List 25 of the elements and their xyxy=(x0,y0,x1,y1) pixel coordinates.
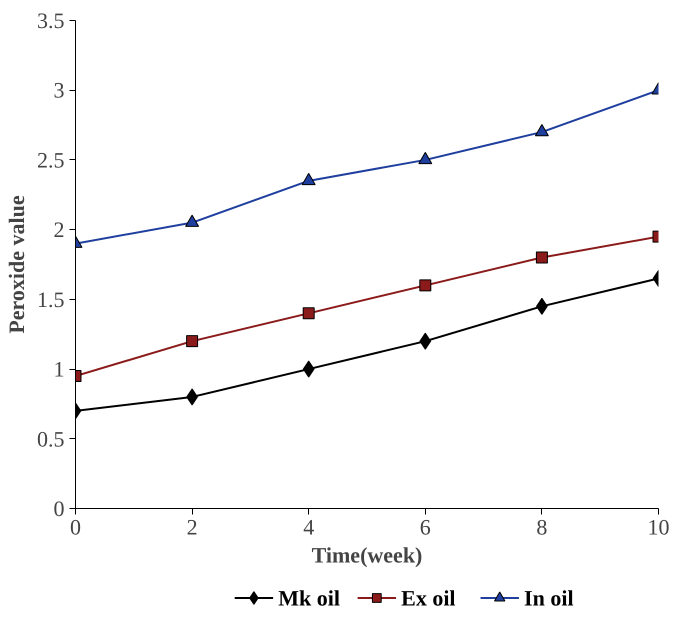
y-tick-label: 1.5 xyxy=(37,286,64,312)
point xyxy=(302,360,315,378)
x-tick-label: 0 xyxy=(70,514,81,540)
x-tick-label: 2 xyxy=(186,514,198,540)
y-tick-label: 2.5 xyxy=(37,147,64,172)
x-tick-label: 8 xyxy=(536,514,548,540)
legend-label: Mk oil xyxy=(278,586,340,610)
point xyxy=(418,152,432,164)
y-tick-label: 3.5 xyxy=(37,8,64,33)
y-tick-label: 2 xyxy=(54,217,64,242)
x-axis-title: Time(week) xyxy=(312,542,422,568)
x-tick-label: 4 xyxy=(303,514,314,540)
point xyxy=(302,307,315,320)
y-tick-label: 1 xyxy=(54,356,64,382)
y-tick-label: 0 xyxy=(54,496,64,521)
x-tick-label: 6 xyxy=(420,514,431,540)
y-tick-label: 0.5 xyxy=(37,426,64,452)
legend-label: Ex oil xyxy=(401,586,456,610)
y-axis-title: Peroxide value xyxy=(4,195,29,334)
point xyxy=(419,279,432,292)
y-tick-label: 3 xyxy=(54,78,64,103)
legend-label: In oil xyxy=(524,586,574,610)
point xyxy=(419,332,432,350)
point xyxy=(302,172,316,186)
x-tick-label: 10 xyxy=(648,514,670,540)
